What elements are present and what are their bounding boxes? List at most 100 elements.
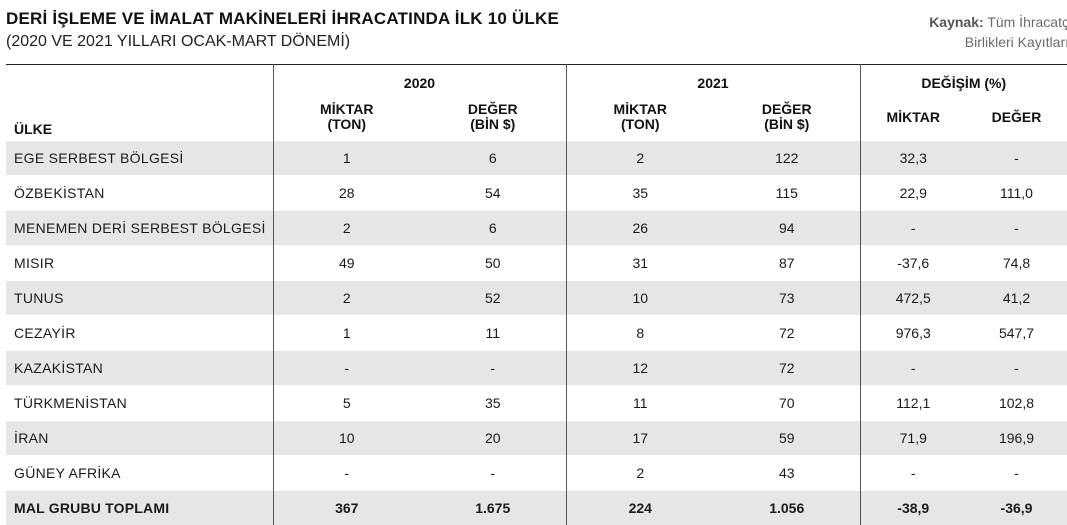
country-cell: İRAN [6,420,273,456]
country-cell: EGE SERBEST BÖLGESİ [6,140,273,176]
deger-2020-cell: 50 [420,245,566,281]
miktar-2020-cell: 2 [272,280,420,316]
country-cell: MAL GRUBU TOPLAMI [6,490,273,525]
change-deger-cell: 196,9 [966,420,1067,456]
deger-2021-cell: 87 [714,245,860,281]
change-deger-cell: 111,0 [966,175,1067,211]
miktar-2021-cell: 11 [565,385,714,421]
change-deger-cell: 41,2 [966,280,1067,316]
table-row: CEZAYİR 1 11 8 72 976,3 547,7 [6,315,1067,351]
header-2020-deger: DEĞER (BİN $) [467,101,518,132]
change-deger-cell: - [966,455,1067,491]
country-cell: TUNUS [6,280,273,316]
miktar-2021-cell: 12 [565,350,714,386]
deger-2021-cell: 43 [714,455,860,491]
change-miktar-cell: -37,6 [859,245,966,281]
header-group-change: DEĞİŞİM (%) [859,64,1067,94]
change-miktar-cell: 472,5 [859,280,966,316]
deger-2020-cell: 6 [420,210,566,246]
change-miktar-cell: - [859,350,966,386]
miktar-2021-cell: 8 [565,315,714,351]
miktar-2020-cell: 10 [272,420,420,456]
deger-2020-cell: 35 [420,385,566,421]
change-miktar-cell: 32,3 [859,140,966,176]
deger-2021-cell: 72 [714,315,860,351]
change-miktar-cell: 71,9 [859,420,966,456]
miktar-2020-cell: 2 [272,210,420,246]
deger-2020-cell: 52 [420,280,566,316]
source-note: Kaynak: Tüm İhracatç Birlikleri Kayıtlar… [929,12,1067,52]
table-row: MENEMEN DERİ SERBEST BÖLGESİ 2 6 26 94- - [6,210,1067,246]
miktar-2020-cell: 1 [272,315,420,351]
deger-2021-cell: 73 [714,280,860,316]
deger-2020-cell: - [420,350,566,386]
change-deger-cell: -36,9 [966,490,1067,525]
change-deger-cell: - [966,210,1067,246]
country-cell: MENEMEN DERİ SERBEST BÖLGESİ [6,210,273,246]
deger-2020-cell: 1.675 [420,490,566,525]
change-miktar-cell: 22,9 [859,175,966,211]
deger-2021-cell: 59 [714,420,860,456]
country-cell: GÜNEY AFRİKA [6,455,273,491]
change-deger-cell: - [966,350,1067,386]
table-row: TÜRKMENİSTAN 5 35 11 70 112,1 102,8 [6,385,1067,421]
source-line-2: Birlikleri Kayıtları [964,34,1067,50]
export-table: ÜLKE 2020 2021 DEĞİŞİM (%) MİKTAR (TON) D… [6,64,1067,525]
miktar-2021-cell: 35 [565,175,714,211]
miktar-2020-cell: 49 [272,245,420,281]
change-miktar-cell: - [859,210,966,246]
header-change-miktar: MİKTAR [859,94,966,141]
header-2021-deger: DEĞER (BİN $) [761,101,812,132]
deger-2020-cell: 11 [420,315,566,351]
table-row: KAZAKİSTAN - -12 72- - [6,350,1067,386]
header-change-deger: DEĞER [991,108,1042,125]
country-cell: ÖZBEKİSTAN [6,175,273,211]
table-row: ÖZBEKİSTAN 28 54 35 115 22,9 111,0 [6,175,1067,211]
change-miktar-cell: 112,1 [859,385,966,421]
miktar-2021-cell: 224 [565,490,714,525]
source-line-1: Tüm İhracatç [987,14,1067,30]
deger-2021-cell: 72 [714,350,860,386]
page-subtitle: (2020 VE 2021 YILLARI OCAK-MART DÖNEMİ) [6,33,351,50]
table-row: EGE SERBEST BÖLGESİ 1 6 2 122 32,3- [6,140,1067,176]
header-group-2020: 2020 [272,64,566,94]
table-row: TUNUS 2 52 10 73 472,5 41,2 [6,280,1067,316]
table-row: GÜNEY AFRİKA - -2 43- - [6,455,1067,491]
country-cell: CEZAYİR [6,315,273,351]
miktar-2020-cell: 367 [272,490,420,525]
miktar-2021-cell: 2 [565,455,714,491]
miktar-2021-cell: 31 [565,245,714,281]
source-label: Kaynak: [929,14,984,30]
miktar-2020-cell: 1 [272,140,420,176]
miktar-2021-cell: 10 [565,280,714,316]
change-deger-cell: 547,7 [966,315,1067,351]
deger-2020-cell: 6 [420,140,566,176]
deger-2021-cell: 94 [714,210,860,246]
header-group-2021: 2021 [565,64,860,94]
change-deger-cell: 102,8 [966,385,1067,421]
table-body: EGE SERBEST BÖLGESİ 1 6 2 122 32,3- ÖZBEKİSTAN… [6,140,1067,525]
miktar-2020-cell: 5 [272,385,420,421]
deger-2020-cell: 20 [420,420,566,456]
miktar-2020-cell: 28 [272,175,420,211]
miktar-2020-cell: - [272,455,420,491]
country-cell: MISIR [6,245,273,281]
table-row: İRAN 10 20 17 59 71,9 196,9 [6,420,1067,456]
deger-2021-cell: 1.056 [714,490,860,525]
total-row: MAL GRUBU TOPLAMI 367 1.675 224 1.056 -38,9 -3… [6,490,1067,525]
change-deger-cell: - [966,140,1067,176]
deger-2021-cell: 70 [714,385,860,421]
change-miktar-cell: -38,9 [859,490,966,525]
header-2021-miktar: MİKTAR (TON) [565,94,714,141]
deger-2021-cell: 122 [714,140,860,176]
country-cell: KAZAKİSTAN [6,350,273,386]
miktar-2020-cell: - [272,350,420,386]
change-deger-cell: 74,8 [966,245,1067,281]
change-miktar-cell: - [859,455,966,491]
header-country: ÜLKE [14,121,53,137]
miktar-2021-cell: 17 [565,420,714,456]
change-miktar-cell: 976,3 [859,315,966,351]
deger-2020-cell: - [420,455,566,491]
country-cell: TÜRKMENİSTAN [6,385,273,421]
miktar-2021-cell: 2 [565,140,714,176]
